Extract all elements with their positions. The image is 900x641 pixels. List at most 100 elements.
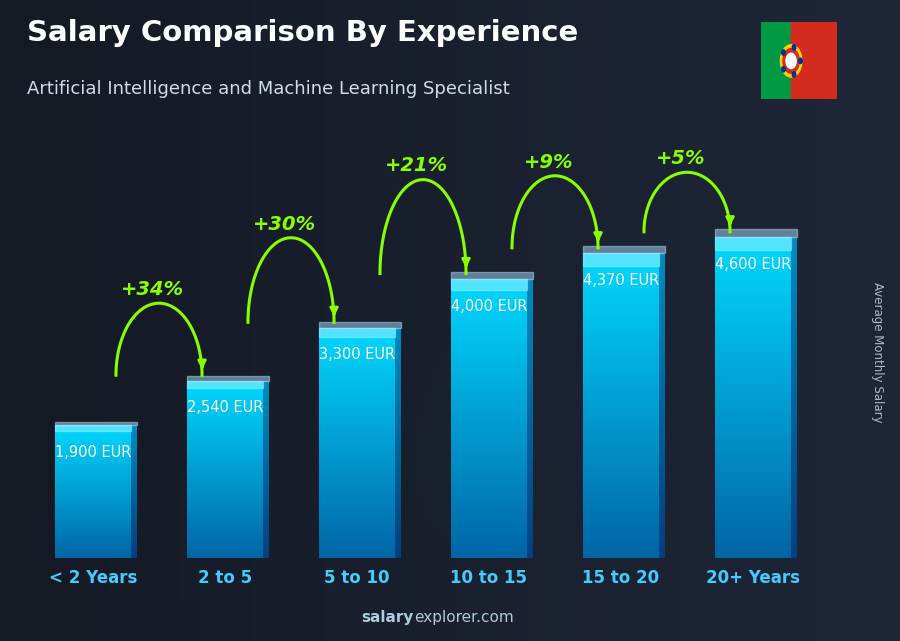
Bar <box>715 275 791 280</box>
Bar <box>527 307 534 312</box>
Bar <box>319 488 395 492</box>
Bar <box>527 428 534 432</box>
Bar <box>319 347 395 351</box>
Bar <box>715 237 791 250</box>
Bar <box>791 429 797 435</box>
Bar <box>660 467 665 472</box>
Bar <box>319 416 395 420</box>
Bar <box>527 525 534 530</box>
Bar <box>319 554 395 558</box>
Bar <box>715 429 791 435</box>
Bar <box>660 253 665 258</box>
Bar <box>791 349 797 355</box>
Bar <box>527 539 534 544</box>
Bar <box>715 360 791 365</box>
Bar <box>715 478 791 483</box>
Bar <box>395 431 401 435</box>
Ellipse shape <box>48 311 291 473</box>
Bar <box>582 476 660 481</box>
Bar <box>715 531 791 537</box>
Bar <box>55 518 131 520</box>
Bar <box>660 441 665 446</box>
Bar <box>582 411 660 415</box>
Bar <box>715 488 791 494</box>
Bar <box>451 413 527 419</box>
Bar <box>319 378 395 381</box>
Bar <box>55 456 131 458</box>
Bar <box>527 279 534 284</box>
Bar <box>715 445 791 451</box>
Bar <box>451 349 527 353</box>
Bar <box>186 517 264 519</box>
Bar <box>715 419 791 424</box>
Bar <box>660 258 665 263</box>
Bar <box>660 527 665 532</box>
Bar <box>55 487 131 489</box>
Bar <box>527 442 534 446</box>
Bar <box>582 294 660 299</box>
Bar <box>319 439 395 443</box>
Bar <box>715 280 791 285</box>
Bar <box>527 367 534 372</box>
Bar <box>527 344 534 349</box>
Bar <box>527 544 534 549</box>
Bar <box>791 22 837 99</box>
Bar <box>395 351 401 354</box>
Bar <box>582 502 660 507</box>
Bar <box>527 404 534 409</box>
Bar <box>395 504 401 508</box>
Bar <box>395 508 401 512</box>
Bar <box>131 556 138 558</box>
Bar <box>55 469 131 472</box>
Bar <box>131 478 138 481</box>
Bar <box>715 504 791 510</box>
Bar <box>582 395 660 401</box>
Bar <box>527 423 534 428</box>
Bar <box>319 408 395 412</box>
Bar <box>186 376 269 381</box>
Bar <box>186 531 264 534</box>
Bar <box>660 335 665 340</box>
Bar <box>131 538 138 540</box>
Bar <box>527 349 534 353</box>
Bar <box>715 472 791 478</box>
Bar <box>264 419 269 422</box>
Bar <box>660 406 665 411</box>
Bar <box>55 438 131 441</box>
Bar <box>131 520 138 522</box>
Bar <box>582 553 660 558</box>
Bar <box>395 531 401 535</box>
Bar <box>527 326 534 330</box>
Bar <box>451 529 527 535</box>
Bar <box>319 538 395 542</box>
Bar <box>582 354 660 360</box>
Bar <box>582 497 660 502</box>
Bar <box>55 461 131 463</box>
Bar <box>582 507 660 512</box>
Bar <box>55 426 131 431</box>
Bar <box>186 434 264 437</box>
Bar <box>55 452 131 454</box>
Bar <box>451 506 527 512</box>
Bar <box>264 495 269 499</box>
Bar <box>527 553 534 558</box>
Circle shape <box>792 45 796 50</box>
Bar <box>660 284 665 289</box>
Bar <box>791 333 797 339</box>
Bar <box>131 456 138 458</box>
Bar <box>660 340 665 345</box>
Bar <box>451 293 527 297</box>
Bar <box>131 503 138 504</box>
Bar <box>791 354 797 360</box>
Bar <box>715 510 791 515</box>
Bar <box>451 344 527 349</box>
Bar <box>131 531 138 533</box>
Bar <box>55 529 131 531</box>
Bar <box>582 370 660 375</box>
Bar <box>582 517 660 522</box>
Bar <box>186 416 264 419</box>
Bar <box>395 339 401 343</box>
Bar <box>319 412 395 416</box>
Bar <box>527 446 534 451</box>
Bar <box>186 495 264 499</box>
